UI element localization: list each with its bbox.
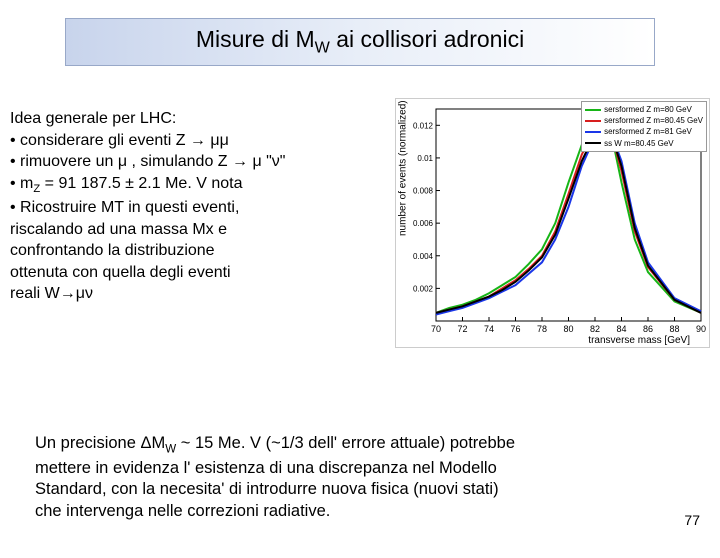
p-l1-sub: W xyxy=(165,443,176,455)
legend-row: sersformed Z m=80 GeV xyxy=(585,104,703,115)
svg-text:0.008: 0.008 xyxy=(413,187,434,196)
chart-container: 70 72 74 76 78 80 82 84 86 88 90 0.002 0.004 0.006 0.0… xyxy=(395,98,710,348)
title-pre: Misure di M xyxy=(196,26,315,52)
legend-row: sersformed Z m=81 GeV xyxy=(585,126,703,137)
bullet-4: • Ricostruire MT in questi eventi, xyxy=(10,197,400,219)
svg-text:70: 70 xyxy=(431,324,441,334)
svg-text:76: 76 xyxy=(510,324,520,334)
svg-text:0.006: 0.006 xyxy=(413,219,434,228)
svg-text:86: 86 xyxy=(643,324,653,334)
page-title: Misure di MW ai collisori adronici xyxy=(196,26,524,58)
precision-l4: che intervenga nelle correzioni radiativ… xyxy=(35,501,675,523)
legend-swatch xyxy=(585,142,601,144)
svg-text:0.002: 0.002 xyxy=(413,284,434,293)
bullet-7: ottenuta con quella degli eventi xyxy=(10,262,400,284)
bullet-3: • mZ = 91 187.5 ± 2.1 Me. V nota xyxy=(10,173,400,197)
svg-text:82: 82 xyxy=(590,324,600,334)
legend-swatch xyxy=(585,120,601,122)
bullet-5: riscalando ad una massa Mx e xyxy=(10,219,400,241)
svg-text:90: 90 xyxy=(696,324,706,334)
title-sub: W xyxy=(315,39,330,57)
svg-text:80: 80 xyxy=(563,324,573,334)
page-number: 77 xyxy=(684,512,700,528)
bullet-6: confrontando la distribuzione xyxy=(10,240,400,262)
precision-l1: Un precisione ΔMW ~ 15 Me. V (~1/3 dell'… xyxy=(35,433,675,458)
bullet-block: Idea generale per LHC: • considerare gli… xyxy=(10,108,400,305)
legend-row: ss W m=80.45 GeV xyxy=(585,138,703,149)
y-axis-label: number of events (normalized) xyxy=(398,100,409,236)
svg-text:88: 88 xyxy=(669,324,679,334)
legend-swatch xyxy=(585,131,601,133)
legend-label: ss W m=80.45 GeV xyxy=(604,138,674,149)
x-axis-label: transverse mass [GeV] xyxy=(588,335,690,346)
chart-frame: 70 72 74 76 78 80 82 84 86 88 90 0.002 0.004 0.006 0.0… xyxy=(395,98,710,348)
svg-text:72: 72 xyxy=(457,324,467,334)
bullet-1: • considerare gli eventi Z → μμ xyxy=(10,130,400,152)
svg-text:74: 74 xyxy=(484,324,494,334)
legend-swatch xyxy=(585,109,601,111)
legend-label: sersformed Z m=80 GeV xyxy=(604,104,692,115)
b3-post: = 91 187.5 ± 2.1 Me. V nota xyxy=(40,175,242,192)
svg-text:0.004: 0.004 xyxy=(413,252,434,261)
b3-pre: • m xyxy=(10,175,33,192)
svg-text:78: 78 xyxy=(537,324,547,334)
legend-label: sersformed Z m=81 GeV xyxy=(604,126,692,137)
bullet-2: • rimuovere un μ , simulando Z → μ "ν" xyxy=(10,151,400,173)
legend-row: sersformed Z m=80.45 GeV xyxy=(585,115,703,126)
svg-text:0.012: 0.012 xyxy=(413,121,434,130)
precision-l3: Standard, con la necesita' di introdurre… xyxy=(35,479,675,501)
precision-paragraph: Un precisione ΔMW ~ 15 Me. V (~1/3 dell'… xyxy=(35,433,675,523)
intro-line: Idea generale per LHC: xyxy=(10,108,400,130)
precision-l2: mettere in evidenza l' esistenza di una … xyxy=(35,458,675,480)
p-l1-pre: Un precisione ΔM xyxy=(35,434,165,452)
svg-text:0.01: 0.01 xyxy=(417,154,433,163)
bullet-8: reali W→μν xyxy=(10,283,400,305)
legend: sersformed Z m=80 GeVsersformed Z m=80.4… xyxy=(581,101,707,152)
svg-text:84: 84 xyxy=(616,324,626,334)
legend-label: sersformed Z m=80.45 GeV xyxy=(604,115,703,126)
title-bar: Misure di MW ai collisori adronici xyxy=(65,18,655,66)
title-post: ai collisori adronici xyxy=(330,26,524,52)
p-l1-post: ~ 15 Me. V (~1/3 dell' errore attuale) p… xyxy=(176,434,515,452)
